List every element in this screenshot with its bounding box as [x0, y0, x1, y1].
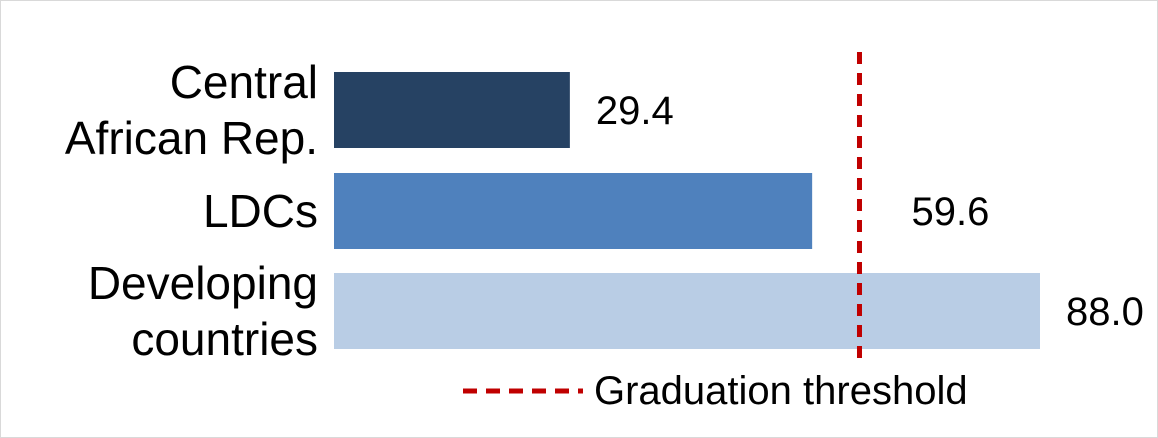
category-label-2: Developing countries	[88, 257, 318, 365]
legend-label: Graduation threshold	[594, 369, 968, 413]
category-label-0: Central African Rep.	[65, 56, 318, 164]
category-label-1: LDCs	[203, 185, 318, 237]
bar-1	[334, 173, 813, 249]
value-label-1: 59.6	[911, 190, 989, 234]
value-label-2: 88.0	[1066, 290, 1144, 334]
bar-0	[334, 72, 570, 148]
value-label-0: 29.4	[596, 89, 674, 133]
bar-2	[334, 273, 1040, 349]
